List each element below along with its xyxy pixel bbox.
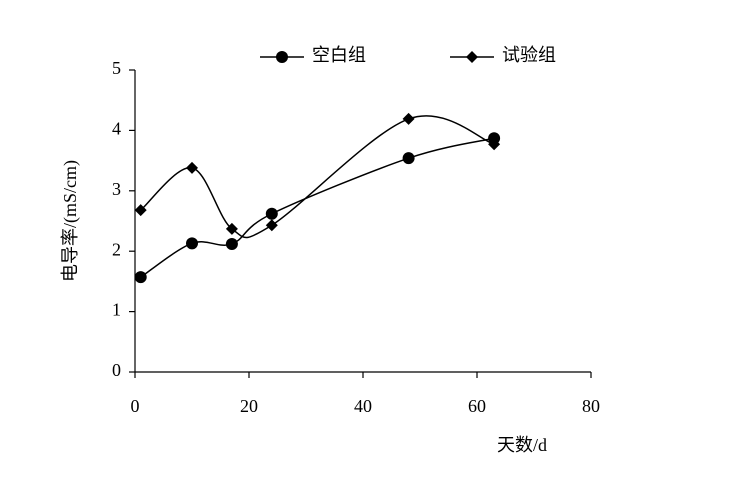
diamond-marker bbox=[186, 161, 198, 174]
x-tick-label: 60 bbox=[468, 396, 486, 416]
diamond-marker bbox=[225, 222, 238, 235]
y-tick-label: 2 bbox=[112, 239, 121, 259]
y-tick-label: 3 bbox=[112, 179, 121, 199]
circle-marker bbox=[225, 237, 238, 250]
x-tick-label: 40 bbox=[354, 396, 372, 416]
y-tick-label: 4 bbox=[112, 119, 121, 139]
circle-marker bbox=[276, 51, 288, 63]
y-tick-label: 0 bbox=[112, 360, 121, 380]
x-tick-label: 20 bbox=[240, 396, 258, 416]
circle-marker bbox=[402, 152, 415, 165]
legend-label: 试验组 bbox=[502, 45, 556, 65]
y-tick-label: 5 bbox=[112, 58, 121, 78]
legend-label: 空白组 bbox=[312, 45, 366, 65]
diamond-marker bbox=[488, 138, 501, 151]
series-line bbox=[140, 137, 495, 278]
y-axis-label: 电导率/(mS/cm) bbox=[60, 160, 81, 282]
x-axis-label: 天数/d bbox=[497, 435, 547, 455]
diamond-marker bbox=[402, 112, 415, 125]
circle-marker bbox=[186, 237, 198, 250]
y-tick-label: 1 bbox=[112, 300, 121, 320]
x-tick-label: 0 bbox=[131, 396, 140, 416]
diamond-marker bbox=[265, 219, 278, 232]
circle-marker bbox=[488, 132, 501, 145]
x-tick-label: 80 bbox=[582, 396, 600, 416]
circle-marker bbox=[265, 207, 278, 220]
series-line bbox=[140, 115, 495, 239]
diamond-marker bbox=[134, 204, 147, 217]
circle-marker bbox=[134, 271, 147, 284]
diamond-marker bbox=[466, 51, 478, 63]
